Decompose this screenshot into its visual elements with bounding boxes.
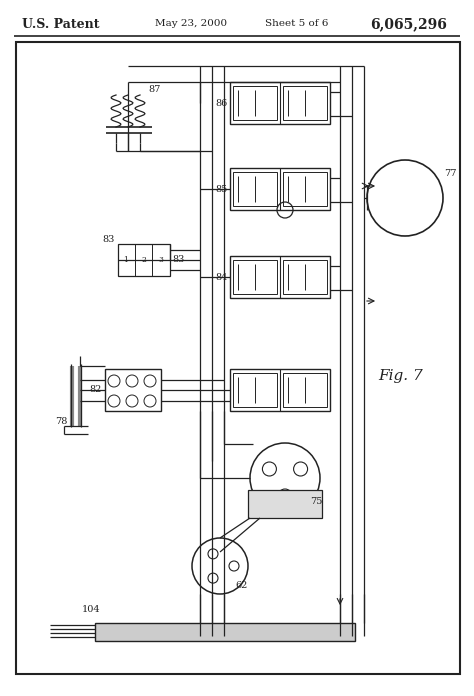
Text: 6,065,296: 6,065,296 <box>370 17 447 31</box>
Bar <box>118 244 170 276</box>
Bar <box>283 260 327 294</box>
Text: 78: 78 <box>55 416 67 425</box>
Bar <box>233 86 277 120</box>
Bar <box>283 172 327 206</box>
Bar <box>230 256 330 298</box>
Bar <box>95 623 355 641</box>
Bar <box>283 86 327 120</box>
Bar <box>105 369 161 411</box>
Bar <box>248 490 322 518</box>
Text: Sheet 5 of 6: Sheet 5 of 6 <box>265 19 328 29</box>
Text: 87: 87 <box>148 84 160 93</box>
Bar <box>233 373 277 407</box>
Bar <box>233 260 277 294</box>
Text: 85: 85 <box>216 184 228 193</box>
Bar <box>233 172 277 206</box>
Text: 84: 84 <box>216 273 228 281</box>
Text: 83: 83 <box>103 235 115 244</box>
Text: 62: 62 <box>235 581 247 590</box>
Text: May 23, 2000: May 23, 2000 <box>155 19 227 29</box>
Text: U.S. Patent: U.S. Patent <box>22 17 100 31</box>
Text: 82: 82 <box>90 386 102 395</box>
Bar <box>230 168 330 210</box>
Text: 86: 86 <box>216 99 228 107</box>
Text: 104: 104 <box>82 606 100 615</box>
Bar <box>230 82 330 124</box>
Bar <box>230 369 330 411</box>
Text: Fig. 7: Fig. 7 <box>378 369 423 383</box>
Text: 75: 75 <box>310 496 322 505</box>
Text: 77: 77 <box>444 170 456 178</box>
Text: 1: 1 <box>124 256 128 264</box>
Text: 3: 3 <box>158 256 164 264</box>
Text: 83: 83 <box>172 255 184 264</box>
Bar <box>283 373 327 407</box>
Text: 2: 2 <box>142 256 146 264</box>
